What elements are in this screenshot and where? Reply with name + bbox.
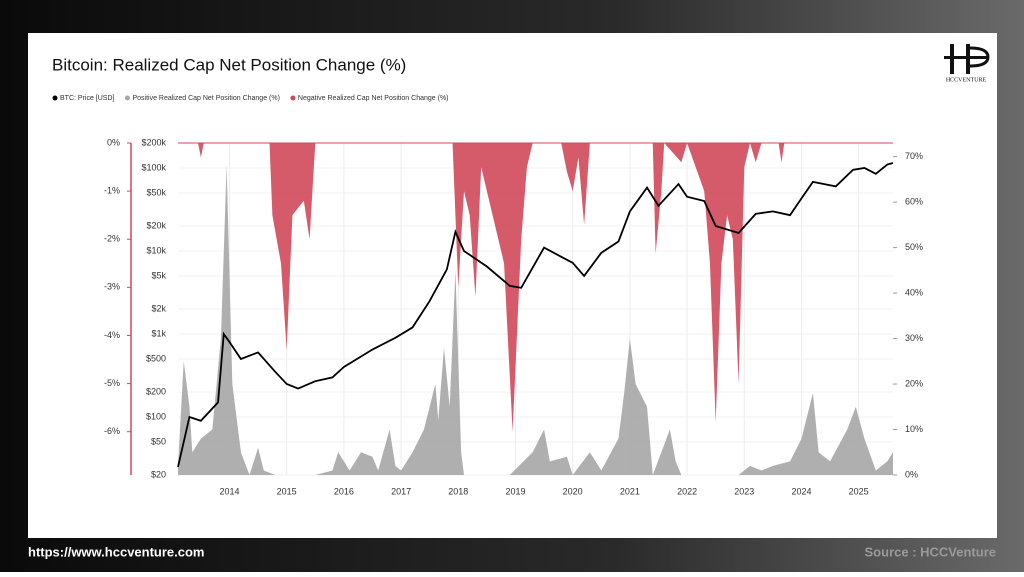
y2-tick-label: 40% [905,287,923,297]
legend-label: BTC: Price [USD] [60,95,115,102]
y3-tick-label: -3% [104,282,120,292]
legend-dot [290,95,296,101]
y-tick-label: $50k [146,187,166,197]
y2-tick-label: 20% [905,378,923,388]
y-tick-label: $10k [146,245,166,255]
footer-url: https://www.hccventure.com [28,544,205,559]
y2-tick-label: 30% [905,333,923,343]
logo: HCCVENTURE [944,44,990,83]
x-tick-label: 2019 [505,486,525,496]
legend-dot [124,95,130,101]
legend-dot [52,95,58,101]
y3-tick-label: -6% [104,426,120,436]
x-tick-label: 2020 [563,486,583,496]
y2-tick-label: 70% [905,151,923,161]
y3-tick-label: -4% [104,330,120,340]
y2-tick-label: 50% [905,242,923,252]
y-tick-label: $100k [141,162,166,172]
price-line [177,162,894,468]
x-tick-label: 2015 [277,486,297,496]
x-tick-label: 2018 [448,486,468,496]
y-tick-label: $2k [151,303,166,313]
y-tick-label: $1k [151,328,166,338]
area [178,143,893,432]
y-tick-label: $50 [151,436,166,446]
y2-tick-label: 60% [905,196,923,206]
footer-source: Source : HCCVenture [865,544,996,559]
brand: HCCVENTURE [946,77,987,83]
x-tick-label: 2025 [849,486,869,496]
x-tick-label: 2021 [620,486,640,496]
x-tick-label: 2014 [219,486,239,496]
y2-tick-label: 10% [905,424,923,434]
y-tick-label: $100 [146,411,166,421]
y3-tick-label: -1% [104,185,120,195]
y-tick-label: $5k [151,270,166,280]
y3-tick-label: -2% [104,234,120,244]
y2-tick-label: 0% [905,469,918,479]
x-tick-label: 2016 [334,486,354,496]
y3-tick-label: 0% [107,137,120,147]
x-tick-label: 2022 [677,486,697,496]
y-tick-label: $500 [146,353,166,363]
logo-curve [969,46,990,68]
y3-tick-label: -5% [104,378,120,388]
legend-label: Positive Realized Cap Net Position Chang… [132,95,279,102]
x-tick-label: 2024 [791,486,811,496]
x-tick-label: 2017 [391,486,411,496]
y-tick-label: $200k [141,137,166,147]
logo-bar [944,56,988,59]
y-tick-label: $200 [146,386,166,396]
chart-title: Bitcoin: Realized Cap Net Position Chang… [52,55,406,74]
y-tick-label: $20k [146,220,166,230]
y-tick-label: $20 [151,469,166,479]
x-tick-label: 2023 [734,486,754,496]
legend-label: Negative Realized Cap Net Position Chang… [298,95,449,102]
